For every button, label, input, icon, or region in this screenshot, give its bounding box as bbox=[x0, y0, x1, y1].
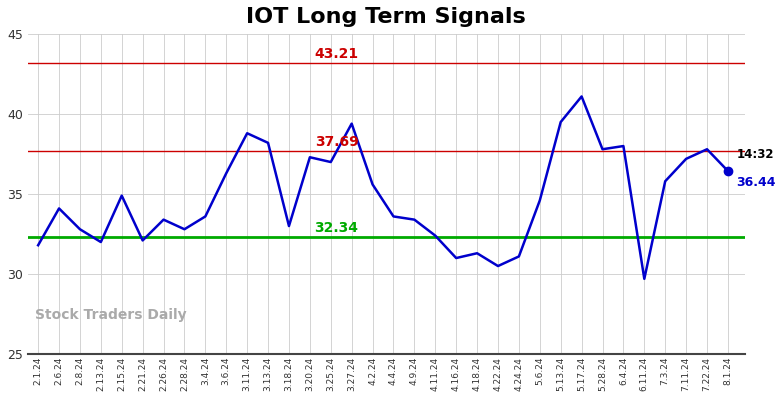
Text: Stock Traders Daily: Stock Traders Daily bbox=[34, 308, 187, 322]
Text: 43.21: 43.21 bbox=[314, 47, 359, 61]
Text: 14:32: 14:32 bbox=[736, 148, 774, 162]
Text: 32.34: 32.34 bbox=[314, 220, 358, 235]
Text: 37.69: 37.69 bbox=[314, 135, 358, 149]
Text: 36.44: 36.44 bbox=[736, 176, 776, 189]
Title: IOT Long Term Signals: IOT Long Term Signals bbox=[246, 7, 526, 27]
